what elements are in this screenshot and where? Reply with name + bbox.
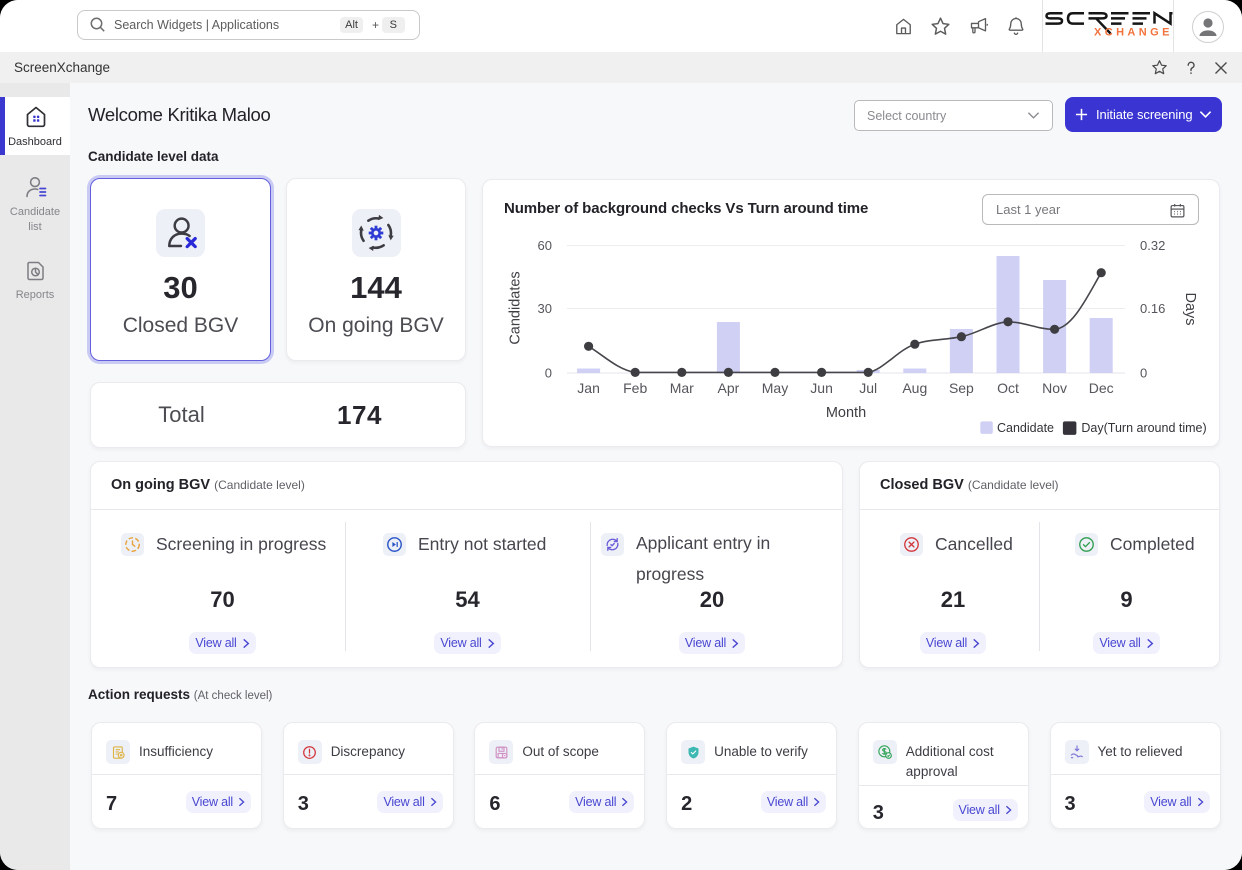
svg-text:Nov: Nov <box>1042 380 1067 396</box>
svg-text:May: May <box>762 380 788 396</box>
svg-text:Candidates: Candidates <box>508 271 524 344</box>
svg-text:Oct: Oct <box>997 380 1019 396</box>
svg-text:Jan: Jan <box>577 380 600 396</box>
svg-text:Sep: Sep <box>949 380 974 396</box>
svg-text:0.32: 0.32 <box>1140 238 1165 253</box>
svg-text:Dec: Dec <box>1089 380 1114 396</box>
svg-text:Day(Turn around time): Day(Turn around time) <box>1081 421 1206 435</box>
svg-text:Month: Month <box>826 405 866 421</box>
svg-text:0.16: 0.16 <box>1140 301 1165 316</box>
svg-text:Apr: Apr <box>718 380 740 396</box>
svg-text:XCHANGE: XCHANGE <box>1094 27 1173 39</box>
svg-text:Jun: Jun <box>810 380 833 396</box>
svg-text:Mar: Mar <box>670 380 694 396</box>
svg-text:60: 60 <box>538 238 552 253</box>
svg-text:Aug: Aug <box>902 380 927 396</box>
svg-text:Candidate: Candidate <box>997 421 1054 435</box>
svg-text:0: 0 <box>1140 366 1147 381</box>
svg-text:0: 0 <box>545 366 552 381</box>
svg-text:Feb: Feb <box>623 380 647 396</box>
svg-text:Days: Days <box>1182 292 1198 325</box>
svg-text:30: 30 <box>538 301 552 316</box>
svg-text:Jul: Jul <box>859 380 877 396</box>
